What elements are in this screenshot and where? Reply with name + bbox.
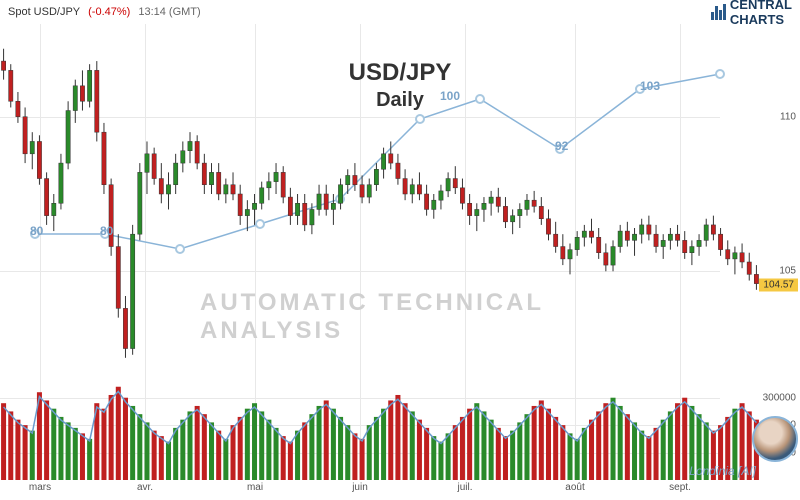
price-change: (-0.47%): [88, 6, 130, 18]
volume-chart[interactable]: 100000200000300000 Londinia [AI]: [0, 384, 800, 480]
x-axis: mars avr. mai juin juil. août sept.: [0, 480, 760, 500]
x-tick-label: avr.: [137, 482, 153, 493]
logo-icon: [711, 4, 726, 20]
indicator-value-label: 100: [440, 89, 460, 103]
price-chart[interactable]: 808010092103 105110104.57 USD/JPY Daily …: [0, 24, 800, 384]
x-tick-label: mai: [247, 482, 263, 493]
avatar-icon: [752, 416, 798, 462]
x-tick-label: août: [565, 482, 584, 493]
header-info: Spot USD/JPY (-0.47%) 13:14 (GMT): [8, 6, 201, 18]
x-tick-label: juin: [352, 482, 368, 493]
y-tick-label: 110: [780, 111, 796, 122]
logo: CENTRAL CHARTS: [711, 0, 792, 27]
y-tick-label: 105: [779, 266, 796, 277]
indicator-value-label: 80: [100, 224, 113, 238]
price-y-axis: 105 110 104.57: [760, 24, 800, 364]
indicator-value-label: 103: [640, 79, 660, 93]
instrument-name: Spot USD/JPY: [8, 6, 80, 18]
indicator-value-label: 92: [555, 139, 568, 153]
x-tick-label: juil.: [457, 482, 472, 493]
x-tick-label: mars: [29, 482, 51, 493]
current-price-badge: 104.57: [759, 278, 798, 291]
x-tick-label: sept.: [669, 482, 691, 493]
brand-label: Londinia [AI]: [689, 464, 756, 478]
volume-tick-label: 300000: [763, 392, 796, 403]
indicator-value-label: 80: [30, 224, 43, 238]
header: Spot USD/JPY (-0.47%) 13:14 (GMT) CENTRA…: [0, 0, 800, 24]
timestamp: 13:14 (GMT): [138, 6, 200, 18]
logo-text-top: CENTRAL: [730, 0, 792, 12]
